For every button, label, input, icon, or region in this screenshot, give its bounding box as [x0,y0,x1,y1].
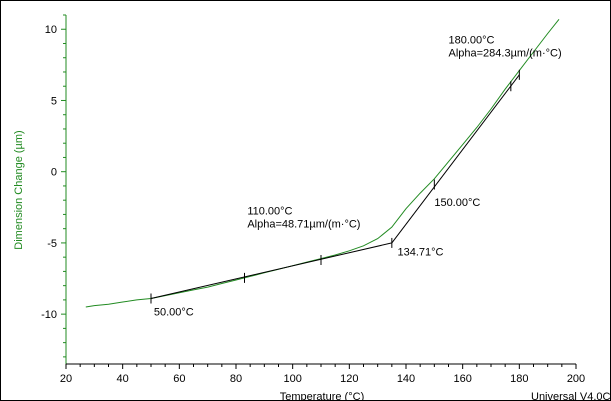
x-axis-title: Temperature (°C) [280,391,364,401]
y-axis-title: Dimension Change (µm) [13,130,25,249]
annotation: 180.00°C Alpha=284.3µm/(m·°C) [449,34,562,59]
x-tick-label: 120 [340,373,358,385]
annotation: 50.00°C [154,307,194,319]
annotation-line: 50.00°C [154,307,194,319]
footer-label: Universal V4.0C [531,391,611,401]
annotation-line: 150.00°C [434,197,480,209]
dimension-change-curve [85,18,560,308]
x-tick-label: 80 [230,373,242,385]
annotation: 150.00°C [434,197,480,209]
x-tick-label: 160 [453,373,471,385]
x-tick-label: 20 [60,373,72,385]
annotation-line: 180.00°C [449,34,495,46]
x-tick-label: 200 [567,373,585,385]
fit-line [150,242,392,299]
y-tick-label: -5 [47,238,57,250]
annotation: 110.00°C Alpha=48.71µm/(m·°C) [247,205,360,230]
y-tick-label: -10 [41,309,57,321]
y-tick-label: 10 [45,24,57,36]
annotation-line: Alpha=48.71µm/(m·°C) [247,218,360,230]
annotation-line: Alpha=284.3µm/(m·°C) [449,47,562,59]
annotation-line: 110.00°C [247,205,292,217]
annotation-line: 134.71°C [398,247,444,259]
x-tick-label: 100 [283,373,301,385]
y-tick-label: 5 [51,95,57,107]
x-tick-label: 140 [397,373,415,385]
fit-line [391,74,520,244]
x-tick-label: 60 [173,373,185,385]
x-tick-label: 180 [510,373,528,385]
annotation: 134.71°C [398,247,444,259]
x-tick-label: 40 [117,373,129,385]
y-tick-label: 0 [51,167,57,179]
